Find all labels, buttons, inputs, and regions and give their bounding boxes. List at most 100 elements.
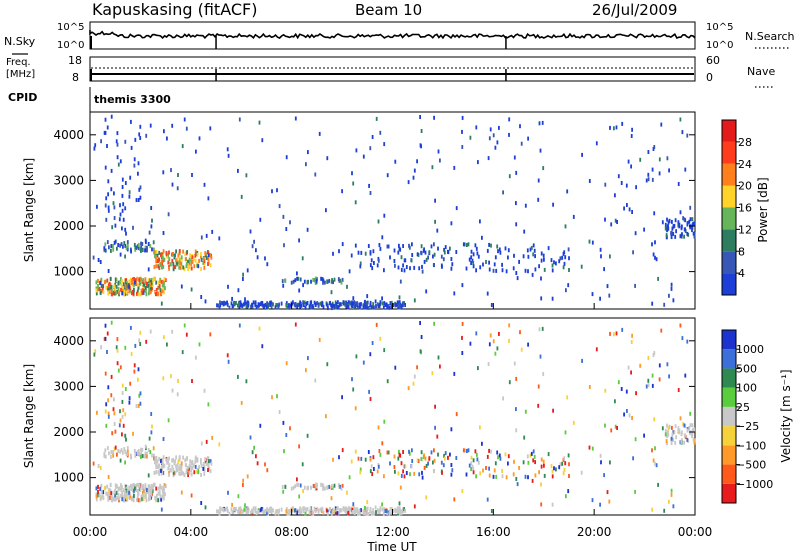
power-cell-831 <box>488 260 490 265</box>
power-cell-953 <box>170 168 172 173</box>
velocity-cell-1242 <box>543 463 545 468</box>
power-cell-1033 <box>341 242 344 247</box>
power-cell-680 <box>290 280 293 285</box>
power-cell-770 <box>387 244 390 249</box>
power-cell-301 <box>157 264 160 269</box>
velocity-cell-250 <box>144 454 146 459</box>
velocity-cell-255 <box>137 449 140 453</box>
velocity-cell-67 <box>164 484 167 489</box>
power-cell-1046 <box>256 255 259 260</box>
velocity-cell-359 <box>191 461 194 466</box>
power-cell-1110 <box>654 240 656 245</box>
power-cell-1266 <box>110 168 113 173</box>
velocity-cell-1191 <box>200 441 203 446</box>
velocity-cell-1125 <box>191 379 193 383</box>
power-cell-917 <box>692 231 695 236</box>
power-cell-584 <box>218 305 221 310</box>
power-cell-1217 <box>244 297 246 302</box>
velocity-cell-1179 <box>92 461 95 466</box>
velocity-cell-146 <box>114 483 117 488</box>
power-cell-1081 <box>469 135 472 140</box>
velocity-cell-1088 <box>119 458 122 463</box>
velocity-cell-1209 <box>652 458 655 463</box>
power-cell-213 <box>157 292 160 297</box>
power-cell-984 <box>375 116 378 121</box>
velocity-cell-1252 <box>104 371 107 376</box>
velocity-cell-187 <box>150 492 153 497</box>
power-cell-1111 <box>383 213 386 218</box>
power-cbar-label-6: 28 <box>738 136 752 149</box>
velocity-cell-312 <box>154 456 157 461</box>
velocity-cell-1122 <box>93 352 96 357</box>
velocity-cell-1086 <box>204 505 207 510</box>
power-cell-383 <box>170 262 172 267</box>
power-cell-186 <box>126 283 129 288</box>
velocity-cell-110 <box>98 492 101 497</box>
velocity-cell-1269 <box>121 399 124 404</box>
velocity-cell-754 <box>522 460 525 465</box>
velocity-cell-1156 <box>625 389 628 394</box>
power-cell-844 <box>475 246 478 251</box>
velocity-cell-513 <box>265 511 268 516</box>
power-cell-1166 <box>613 126 615 131</box>
power-cell-856 <box>462 242 465 247</box>
velocity-cell-705 <box>284 484 287 489</box>
power-cell-1238 <box>615 125 618 130</box>
velocity-cell-495 <box>309 509 312 514</box>
velocity-cell-1013 <box>197 470 200 475</box>
velocity-cell-982 <box>634 489 636 494</box>
power-cell-852 <box>470 261 472 265</box>
power-cell-585 <box>308 304 311 309</box>
velocity-cell-180 <box>163 486 165 491</box>
power-cell-638 <box>336 305 339 310</box>
velocity-cell-816 <box>551 474 554 479</box>
power-cell-1076 <box>488 242 490 247</box>
velocity-cell-703 <box>314 486 317 491</box>
velocity-cell-1207 <box>167 418 170 423</box>
velocity-cell-1137 <box>486 497 489 502</box>
velocity-cell-127 <box>108 487 111 492</box>
velocity-cell-604 <box>358 511 361 516</box>
velocity-cell-390 <box>168 472 170 477</box>
velocity-cell-759 <box>455 456 458 460</box>
power-cell-744 <box>443 247 445 252</box>
power-cell-827 <box>496 244 499 249</box>
velocity-cell-1021 <box>99 466 102 470</box>
power-cell-454 <box>272 302 274 307</box>
power-cell-685 <box>328 278 331 283</box>
velocity-cell-912 <box>667 430 669 435</box>
power-cell-1226 <box>298 238 300 243</box>
power-cell-1070 <box>139 195 142 200</box>
power-cell-1039 <box>180 284 183 289</box>
power-cell-1267 <box>128 194 131 199</box>
velocity-cell-1265 <box>121 432 123 437</box>
power-cell-123 <box>105 285 108 290</box>
power-cell-687 <box>332 280 334 285</box>
velocity-colorbar-label: Velocity [m s⁻¹] <box>779 369 793 462</box>
velocity-cell-251 <box>137 451 140 456</box>
velocity-cell-334 <box>155 461 157 465</box>
noise-left-label: N.Sky <box>4 35 36 48</box>
velocity-cell-1126 <box>338 455 340 460</box>
velocity-cell-1195 <box>301 462 304 467</box>
velocity-cell-971 <box>176 392 179 397</box>
power-cell-246 <box>151 247 153 252</box>
velocity-cell-727 <box>529 453 532 458</box>
power-cell-359 <box>191 255 194 260</box>
power-cell-1055 <box>591 240 594 245</box>
power-cell-1164 <box>626 203 628 207</box>
vel-cbar-frame <box>721 329 737 504</box>
power-cell-520 <box>233 301 235 306</box>
velocity-cell-1035 <box>508 338 510 343</box>
power-cell-1244 <box>653 145 656 149</box>
power-cell-273 <box>176 257 179 261</box>
velocity-cell-314 <box>181 471 183 475</box>
velocity-cell-475 <box>267 511 269 516</box>
velocity-cell-265 <box>146 454 148 459</box>
velocity-cell-323 <box>183 473 186 478</box>
power-cell-673 <box>381 301 384 306</box>
velocity-cell-789 <box>498 453 501 458</box>
velocity-cell-598 <box>369 506 372 511</box>
vel-cbar-label-0: 1000 <box>736 343 764 356</box>
